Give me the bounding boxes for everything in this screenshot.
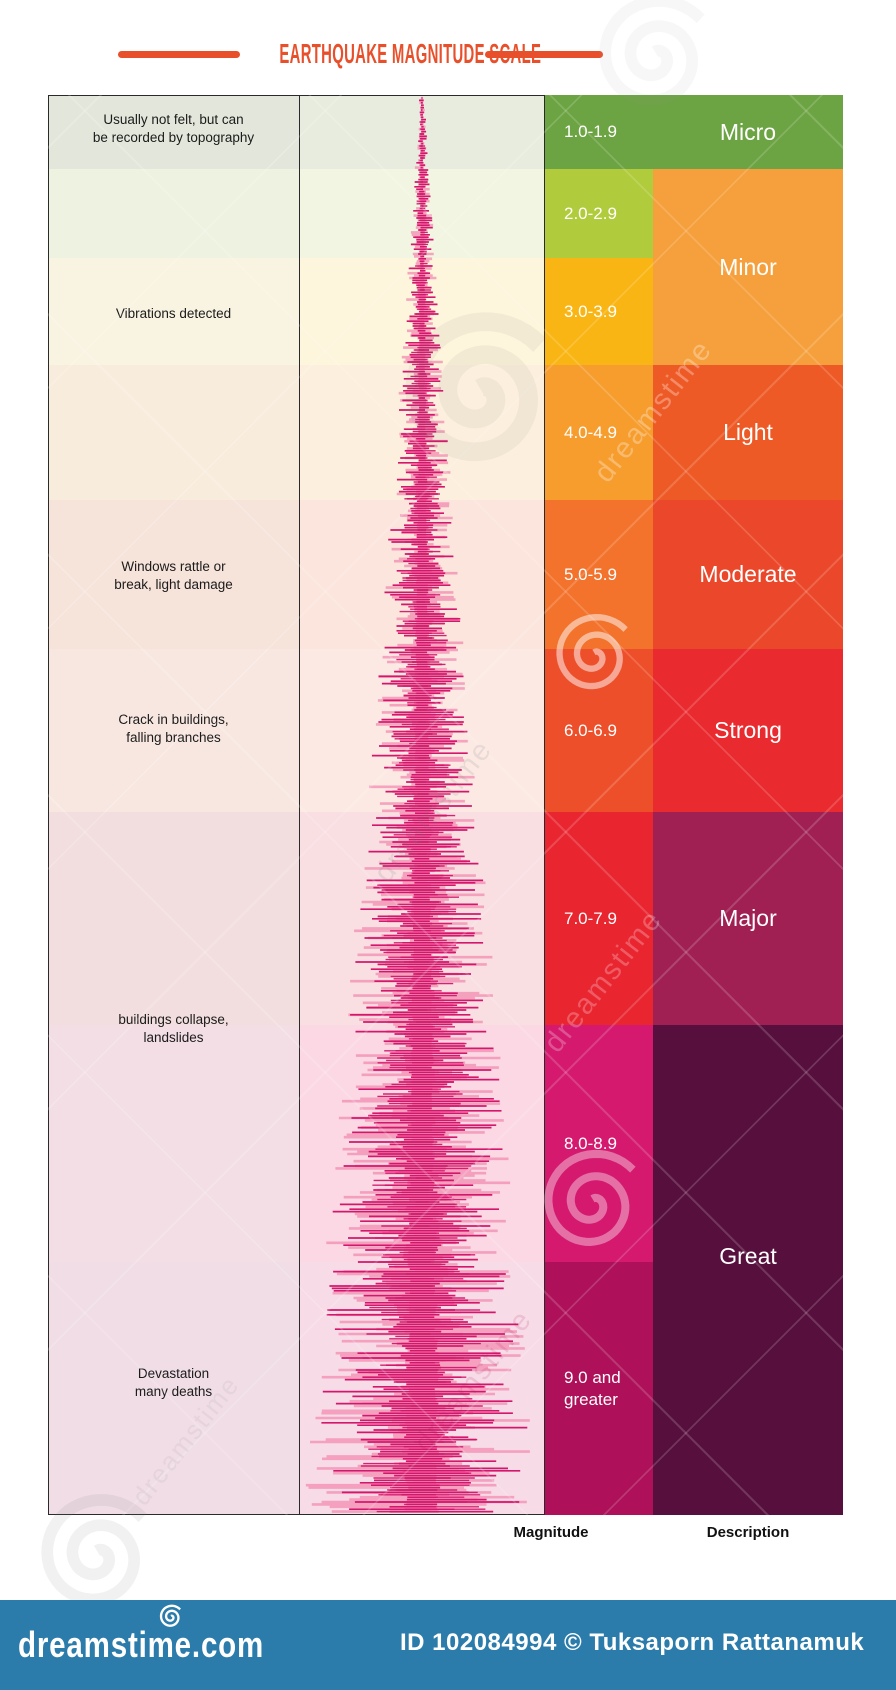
magnitude-cell: 8.0-8.9: [545, 1025, 653, 1262]
magnitude-range: 8.0-8.9: [564, 1133, 617, 1153]
effect-label: buildings collapse, landslides: [118, 1012, 229, 1045]
description-label: Moderate: [699, 561, 797, 587]
description-label: Micro: [719, 118, 777, 145]
effect-cell: [48, 365, 299, 500]
description-cell: Strong: [653, 649, 843, 812]
description-label: Minor: [719, 253, 777, 280]
page-title: EARTHQUAKE MAGNITUDE SCALE: [279, 38, 542, 70]
magnitude-range: 5.0-5.9: [564, 564, 617, 584]
magnitude-cell: 5.0-5.9: [545, 500, 653, 649]
image-credit: ID 102084994 © Tuksaporn Rattanamuk: [400, 1629, 865, 1656]
footer-bar: [0, 1600, 896, 1690]
effect-cell: [48, 258, 299, 365]
description-label: Strong: [714, 717, 782, 743]
title-rule-right: [485, 51, 603, 58]
effect-cell: [48, 812, 299, 1025]
magnitude-range: 3.0-3.9: [564, 301, 617, 321]
effect-label: Usually not felt, but can be recorded by…: [92, 112, 255, 145]
effect-cell: [48, 649, 299, 812]
title-rule-left: [118, 51, 240, 58]
effect-label: Windows rattle or break, light damage: [114, 559, 233, 592]
description-label: Major: [719, 905, 777, 931]
effect-cell: [48, 1025, 299, 1262]
description-cell: Moderate: [653, 500, 843, 649]
description-label: Light: [723, 419, 773, 445]
magnitude-scale-table: Usually not felt, but can be recorded by…: [48, 95, 843, 1515]
description-cell: Great: [653, 1025, 843, 1515]
magnitude-range: 6.0-6.9: [564, 720, 617, 740]
dreamstime-logo: dreamstime.com: [18, 1624, 265, 1665]
effect-cell: [48, 1262, 299, 1515]
magnitude-cell: 3.0-3.9: [545, 258, 653, 365]
description-column-label: Description: [706, 1524, 790, 1541]
description-cell: Micro: [653, 95, 843, 169]
magnitude-range: 1.0-1.9: [564, 122, 617, 141]
magnitude-range: 4.0-4.9: [564, 422, 617, 442]
description-cell: Light: [653, 365, 843, 500]
magnitude-cell: 1.0-1.9: [545, 95, 653, 169]
magnitude-range: 7.0-7.9: [564, 908, 617, 928]
magnitude-cell: 4.0-4.9: [545, 365, 653, 500]
magnitude-cell: 6.0-6.9: [545, 649, 653, 812]
description-cell: Major: [653, 812, 843, 1025]
magnitude-column-label: Magnitude: [513, 1524, 589, 1541]
effect-cell: [48, 95, 299, 169]
description-cell: Minor: [653, 169, 843, 365]
effect-cell: [48, 169, 299, 258]
seismograph-waveform: [305, 96, 530, 1513]
magnitude-range: 9.0 and greater: [564, 1367, 621, 1409]
magnitude-cell: 2.0-2.9: [545, 169, 653, 258]
effect-label: Crack in buildings, falling branches: [118, 712, 229, 745]
magnitude-cell: 9.0 and greater: [545, 1262, 653, 1515]
effect-label: Devastation many deaths: [134, 1366, 213, 1399]
description-label: Great: [719, 1242, 777, 1269]
magnitude-range: 2.0-2.9: [564, 203, 617, 223]
effect-cell: [48, 500, 299, 649]
effect-label: Vibrations detected: [115, 306, 232, 321]
magnitude-cell: 7.0-7.9: [545, 812, 653, 1025]
